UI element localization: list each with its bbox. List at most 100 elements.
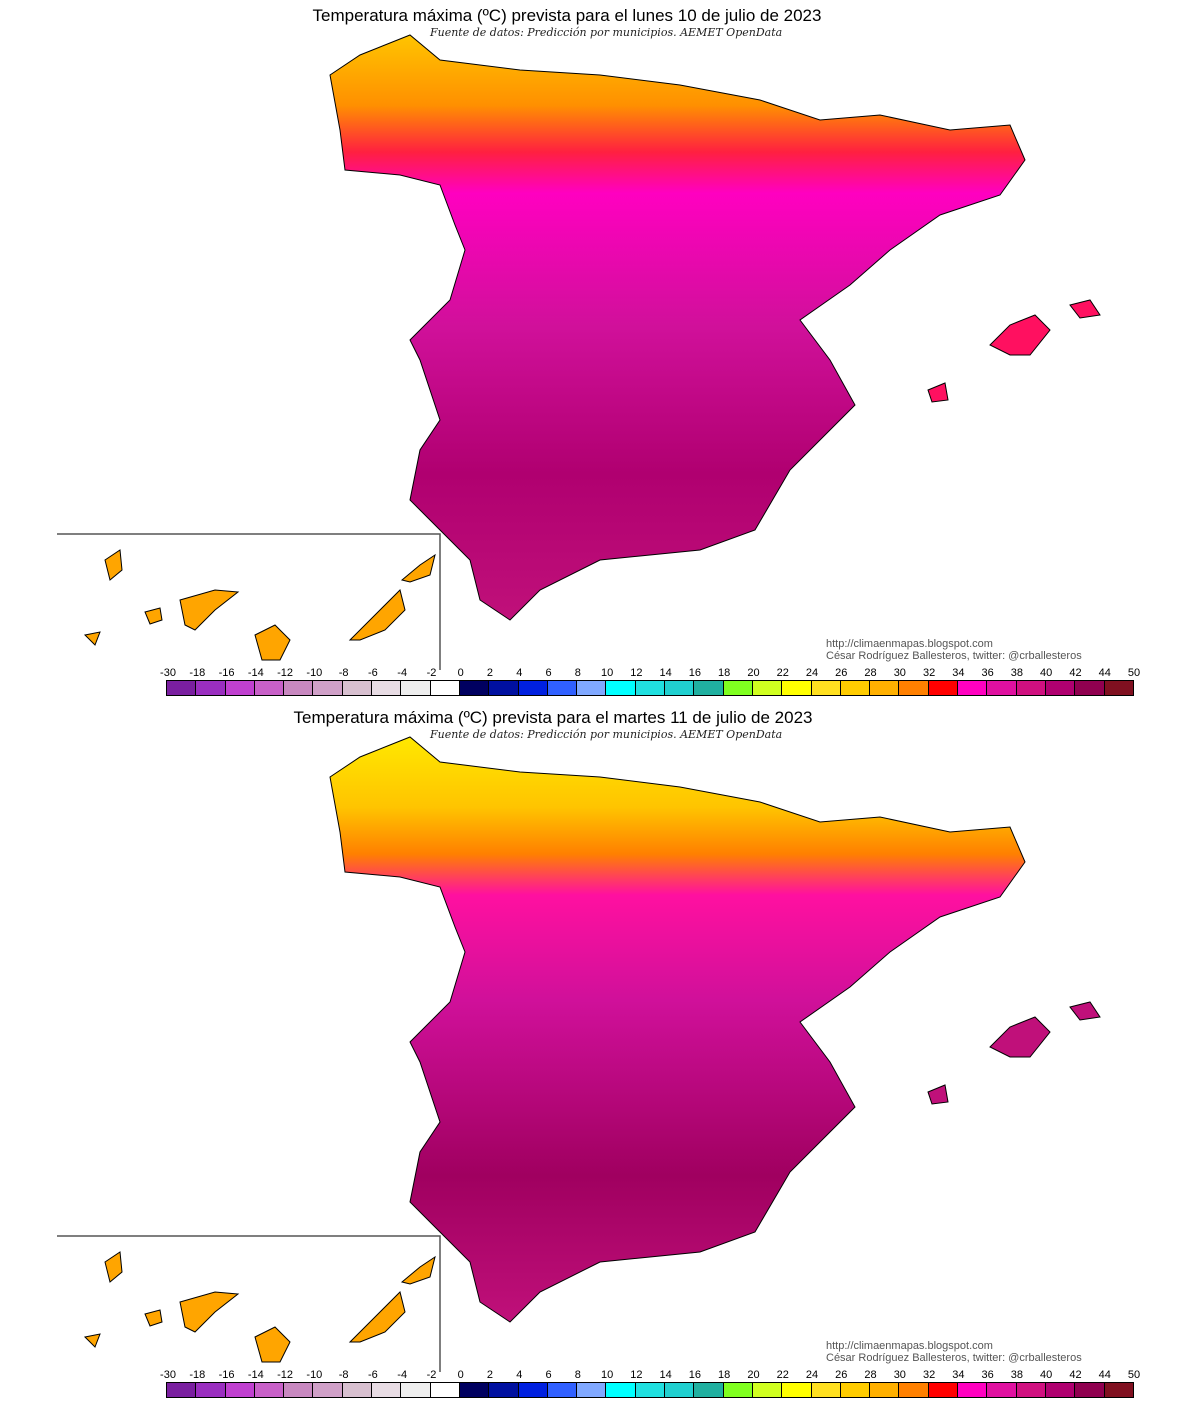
legend-label: -8 bbox=[338, 1369, 349, 1381]
legend-swatch bbox=[372, 681, 402, 695]
canary-island bbox=[348, 589, 406, 641]
legend-swatch bbox=[665, 681, 695, 695]
legend-swatch bbox=[870, 1383, 900, 1397]
map-panel-2: Temperatura máxima (ºC) prevista para el… bbox=[0, 702, 1200, 1404]
legend-swatch bbox=[196, 681, 226, 695]
legend-label: 0 bbox=[457, 667, 464, 679]
credit-author: César Rodríguez Ballesteros, twitter: @c… bbox=[826, 1352, 1082, 1364]
legend-label: 12 bbox=[630, 1369, 643, 1381]
legend-swatch bbox=[401, 1383, 431, 1397]
legend-label: 42 bbox=[1069, 1369, 1082, 1381]
legend-swatch bbox=[1016, 681, 1046, 695]
legend-swatch bbox=[635, 1383, 666, 1397]
legend-label: 38 bbox=[1010, 667, 1024, 679]
legend-swatch bbox=[489, 681, 519, 695]
legend-label: -6 bbox=[368, 1369, 378, 1381]
legend-label: -6 bbox=[368, 667, 378, 679]
legend-swatch bbox=[840, 681, 871, 695]
legend-label: 34 bbox=[952, 667, 965, 679]
canary-island bbox=[104, 1251, 123, 1283]
legend-swatch bbox=[987, 681, 1017, 695]
legend-swatch bbox=[665, 1383, 695, 1397]
legend-label: 10 bbox=[600, 667, 614, 679]
legend-label: 20 bbox=[747, 667, 760, 679]
legend-swatch bbox=[606, 681, 636, 695]
legend-swatch bbox=[167, 1383, 197, 1397]
legend-label: -16 bbox=[218, 667, 235, 679]
legend-swatch bbox=[313, 681, 343, 695]
canary-island bbox=[254, 1326, 291, 1363]
map-title: Temperatura máxima (ºC) prevista para el… bbox=[293, 708, 813, 727]
legend-swatch bbox=[342, 1383, 373, 1397]
legend-swatch bbox=[1075, 681, 1105, 695]
legend-label: 4 bbox=[516, 1369, 523, 1381]
temperature-map bbox=[57, 736, 1101, 1372]
legend-swatch bbox=[577, 1383, 607, 1397]
legend-swatch bbox=[928, 1383, 959, 1397]
legend-swatch bbox=[577, 681, 607, 695]
legend-swatch bbox=[167, 681, 197, 695]
credit: http://climaenmapas.blogspot.com César R… bbox=[826, 1340, 1082, 1364]
legend-swatch bbox=[840, 1383, 871, 1397]
canary-island bbox=[400, 553, 436, 583]
legend-label: 32 bbox=[922, 1369, 936, 1381]
legend-label: -30 bbox=[160, 1369, 176, 1381]
legend-swatch bbox=[694, 1383, 724, 1397]
credit-url[interactable]: http://climaenmapas.blogspot.com bbox=[826, 1340, 993, 1352]
legend-label: -18 bbox=[189, 1369, 206, 1381]
legend-label: 14 bbox=[659, 1369, 672, 1381]
legend-label: 18 bbox=[718, 667, 731, 679]
legend-label: 2 bbox=[486, 1369, 494, 1381]
legend-swatch bbox=[459, 1383, 490, 1397]
legend-swatch bbox=[1104, 681, 1133, 695]
legend-label: -16 bbox=[218, 1369, 235, 1381]
legend-swatch bbox=[489, 1383, 519, 1397]
legend-swatch bbox=[254, 681, 285, 695]
canary-island bbox=[254, 624, 291, 661]
legend-swatch bbox=[928, 681, 959, 695]
map-title: Temperatura máxima (ºC) prevista para el… bbox=[312, 6, 822, 25]
balearic-island bbox=[927, 382, 949, 403]
legend-label: -2 bbox=[426, 667, 437, 679]
legend-label: 44 bbox=[1098, 667, 1111, 679]
legend-swatch bbox=[899, 1383, 929, 1397]
balearic-island bbox=[989, 314, 1051, 356]
legend-swatch bbox=[518, 681, 548, 695]
canary-island bbox=[144, 607, 163, 625]
legend-label: -30 bbox=[160, 667, 176, 679]
legend-label: 38 bbox=[1010, 1369, 1024, 1381]
legend-swatch bbox=[752, 1383, 783, 1397]
map-panel-1: Temperatura máxima (ºC) prevista para el… bbox=[57, 6, 1140, 696]
iberian-peninsula bbox=[329, 736, 1026, 1323]
legend-label: 6 bbox=[545, 1369, 552, 1381]
legend-label: 20 bbox=[747, 1369, 760, 1381]
balearic-island bbox=[1069, 299, 1101, 319]
legend-swatch bbox=[752, 681, 783, 695]
legend-swatch bbox=[1045, 681, 1076, 695]
iberian-peninsula bbox=[329, 34, 1026, 621]
legend-label: 50 bbox=[1127, 1369, 1141, 1381]
legend-swatch bbox=[899, 681, 929, 695]
legend-label: 14 bbox=[659, 667, 672, 679]
legend-swatch bbox=[811, 681, 841, 695]
legend-swatch bbox=[284, 681, 314, 695]
legend-label: 6 bbox=[545, 667, 552, 679]
legend-label: 44 bbox=[1098, 1369, 1111, 1381]
legend-label: -14 bbox=[247, 1369, 264, 1381]
legend-label: 8 bbox=[574, 667, 581, 679]
balearic-island bbox=[1069, 1001, 1101, 1021]
legend-label: 28 bbox=[864, 1369, 877, 1381]
legend-label: 36 bbox=[981, 667, 994, 679]
legend-swatch bbox=[958, 681, 988, 695]
legend-label: -18 bbox=[189, 667, 206, 679]
legend-label: -14 bbox=[247, 667, 264, 679]
legend-swatch bbox=[518, 1383, 548, 1397]
legend-label: 16 bbox=[688, 667, 702, 679]
canary-island bbox=[83, 1333, 101, 1348]
legend-label: -2 bbox=[426, 1369, 437, 1381]
legend-swatch bbox=[870, 681, 900, 695]
credit-url[interactable]: http://climaenmapas.blogspot.com bbox=[826, 638, 993, 650]
canary-inset-border bbox=[57, 1235, 441, 1372]
legend-label: -10 bbox=[306, 667, 323, 679]
legend-labels: -30 -18 -16 -14 -12 -10 -8 -6 -4 -2 0 2 4 6 8 10 12 14 16 1… bbox=[160, 667, 1140, 679]
